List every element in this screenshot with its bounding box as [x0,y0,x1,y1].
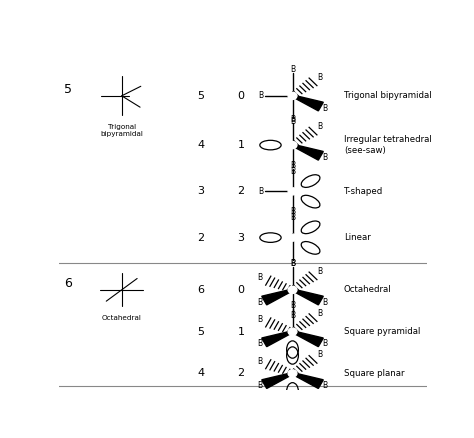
Text: B: B [322,153,328,162]
Text: Trigonal
bipyramidal: Trigonal bipyramidal [100,124,143,137]
Text: 3: 3 [237,233,245,243]
Text: B: B [322,297,328,307]
Polygon shape [292,289,323,305]
Text: B: B [322,381,328,390]
Text: 3: 3 [197,186,204,196]
Text: B: B [290,311,295,320]
Polygon shape [292,373,323,389]
Text: A: A [290,233,295,242]
Circle shape [288,141,297,148]
Text: Octahedral: Octahedral [102,315,142,321]
Text: A: A [290,369,295,378]
Text: Square planar: Square planar [344,369,404,378]
Text: B: B [317,267,322,276]
Text: B: B [290,213,295,222]
Polygon shape [262,331,293,346]
Circle shape [288,234,297,241]
Polygon shape [262,373,293,389]
Circle shape [288,92,297,99]
Polygon shape [292,144,323,160]
Text: A: A [290,92,295,100]
Polygon shape [262,289,293,305]
Text: B: B [258,357,263,366]
Text: A: A [290,327,295,336]
Text: B: B [322,339,328,348]
Text: 5: 5 [197,327,204,337]
Circle shape [288,286,297,293]
Text: B: B [322,103,328,113]
Text: B: B [258,315,263,324]
Text: B: B [290,65,295,74]
Text: B: B [290,207,295,216]
Text: 4: 4 [197,368,204,378]
Text: A: A [290,141,295,150]
Text: Octahedral: Octahedral [344,285,392,294]
Text: B: B [290,161,295,170]
Text: 5: 5 [64,83,73,96]
Text: 6: 6 [197,285,204,295]
Polygon shape [292,331,323,346]
Text: B: B [290,259,295,268]
Text: B: B [258,339,263,348]
Circle shape [288,370,297,377]
Text: 2: 2 [237,186,245,196]
Text: 4: 4 [197,140,204,150]
Text: A: A [290,285,295,294]
Text: B: B [290,117,295,126]
Text: A: A [290,187,295,196]
Text: 5: 5 [197,91,204,101]
Text: B: B [317,308,322,318]
Text: B: B [290,115,295,124]
Text: B: B [317,73,322,82]
Text: 0: 0 [237,91,245,101]
Text: B: B [290,259,295,268]
Circle shape [288,188,297,195]
Text: Irregular tetrahedral
(see-saw): Irregular tetrahedral (see-saw) [344,135,432,155]
Text: B: B [317,350,322,359]
Text: 2: 2 [237,368,245,378]
Text: 0: 0 [237,285,245,295]
Circle shape [288,328,297,335]
Text: B: B [258,297,263,307]
Text: T-shaped: T-shaped [344,187,383,196]
Text: 2: 2 [197,233,204,243]
Text: B: B [290,166,295,176]
Polygon shape [292,95,323,111]
Text: B: B [258,381,263,390]
Text: B: B [317,122,322,131]
Text: Trigonal bipyramidal: Trigonal bipyramidal [344,92,431,100]
Text: Square pyramidal: Square pyramidal [344,327,420,336]
Text: 1: 1 [237,140,245,150]
Text: 6: 6 [64,277,73,290]
Text: B: B [258,92,263,100]
Text: Linear: Linear [344,233,371,242]
Text: B: B [258,273,263,282]
Text: B: B [290,301,295,310]
Text: 1: 1 [237,327,245,337]
Text: B: B [258,187,263,196]
